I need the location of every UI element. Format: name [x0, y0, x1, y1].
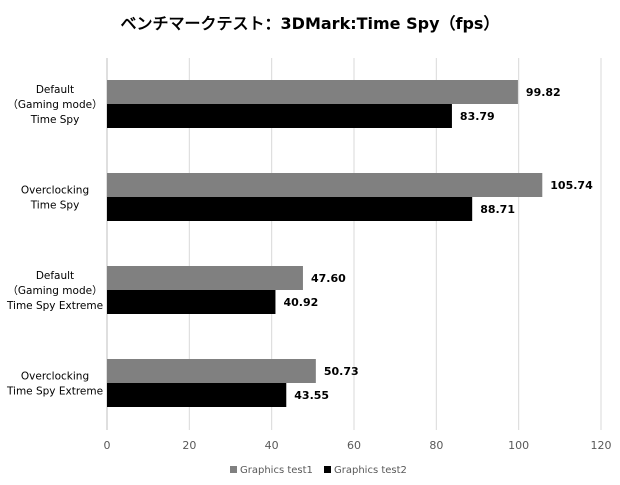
- category-label-line: Overclocking: [21, 185, 89, 197]
- category-label-line: Time Spy: [30, 114, 80, 126]
- legend-label: Graphics test2: [334, 465, 407, 476]
- category-label: Overclocking Time Spy Extreme: [6, 371, 103, 398]
- data-label: 43.55: [294, 389, 329, 402]
- data-label: 40.92: [283, 296, 318, 309]
- x-tick-label: 40: [265, 439, 279, 452]
- category-label-line: Time Spy: [30, 200, 80, 212]
- category-label-line: （Gaming mode）: [7, 99, 102, 111]
- x-tick-label: 0: [104, 439, 111, 452]
- data-label: 88.71: [480, 203, 515, 216]
- bar-graphics-test2: [107, 290, 276, 314]
- category-label: Overclocking Time Spy: [21, 185, 89, 212]
- category-label-line: Overclocking: [21, 371, 89, 383]
- x-tick-label: 80: [429, 439, 443, 452]
- bar-graphics-test2: [107, 383, 287, 407]
- category-label-line: Default: [36, 84, 74, 96]
- category-label: Default （Gaming mode） Time Spy Extreme: [6, 270, 103, 312]
- bar-graphics-test2: [107, 104, 452, 128]
- category-label-line: Time Spy Extreme: [6, 300, 103, 312]
- data-label: 99.82: [526, 86, 561, 99]
- x-tick-label: 60: [347, 439, 361, 452]
- category-label: Default （Gaming mode） Time Spy: [7, 84, 102, 126]
- x-tick-label: 120: [591, 439, 612, 452]
- legend-swatch: [230, 466, 237, 473]
- category-label-line: Time Spy Extreme: [6, 386, 103, 398]
- category-label-line: Default: [36, 270, 74, 282]
- bar-graphics-test2: [107, 197, 473, 221]
- bar-graphics-test1: [107, 359, 316, 383]
- category-label-line: （Gaming mode）: [7, 285, 102, 297]
- legend-label: Graphics test1: [240, 465, 313, 476]
- chart-title: ベンチマークテスト：3DMark:Time Spy（fps）: [120, 14, 500, 33]
- bar-graphics-test1: [107, 80, 518, 104]
- x-tick-label: 100: [508, 439, 529, 452]
- data-label: 105.74: [550, 179, 593, 192]
- legend-swatch: [324, 466, 331, 473]
- data-label: 83.79: [460, 110, 495, 123]
- bar-graphics-test1: [107, 173, 543, 197]
- data-label: 50.73: [324, 365, 359, 378]
- data-label: 47.60: [311, 272, 346, 285]
- x-tick-label: 20: [182, 439, 196, 452]
- bar-graphics-test1: [107, 266, 303, 290]
